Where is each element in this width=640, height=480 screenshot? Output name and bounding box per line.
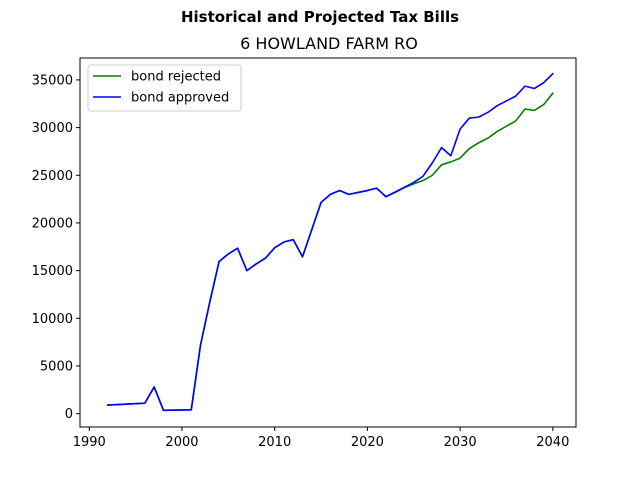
series-layer: [106, 72, 554, 412]
y-tick-label-1: 5000: [40, 359, 73, 374]
y-tick-label-7: 35000: [32, 73, 73, 88]
y-tick-label-5: 25000: [32, 169, 73, 184]
plot-area: 1990 2000 2010 2020 2030 2040 0 5000 10000 15000…: [32, 57, 577, 450]
x-tick-label-3: 2020: [351, 435, 384, 450]
legend-box: [87, 64, 242, 112]
x-tick-label-0: 1990: [73, 435, 106, 450]
series-line-0: [106, 92, 554, 412]
x-tick-label-2: 2010: [258, 435, 291, 450]
legend: bond rejected bond approved: [87, 64, 242, 112]
series-line-1: [106, 72, 554, 412]
chart-suptitle: Historical and Projected Tax Bills: [181, 8, 459, 26]
x-tick-label-5: 2040: [536, 435, 569, 450]
y-tick-label-0: 0: [65, 407, 73, 422]
x-tick-label-1: 2000: [165, 435, 198, 450]
y-axis: 0 5000 10000 15000 20000 25000 30000 35000: [32, 73, 80, 422]
legend-label-1: bond approved: [131, 91, 229, 106]
y-tick-label-6: 30000: [32, 121, 73, 136]
x-tick-label-4: 2030: [444, 435, 477, 450]
chart-title: 6 HOWLAND FARM RO: [240, 34, 418, 53]
y-tick-label-4: 20000: [32, 216, 73, 231]
y-tick-label-2: 10000: [32, 312, 73, 327]
legend-label-0: bond rejected: [131, 70, 221, 85]
y-tick-label-3: 15000: [32, 264, 73, 279]
axes-frame: [79, 57, 577, 428]
x-axis: 1990 2000 2010 2020 2030 2040: [73, 427, 569, 450]
